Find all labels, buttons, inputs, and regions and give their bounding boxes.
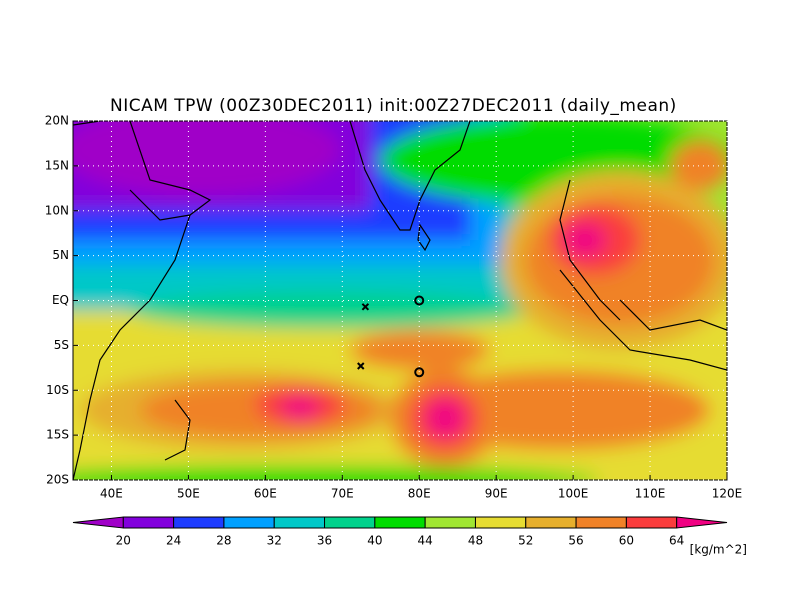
y-tick-label: EQ bbox=[52, 293, 69, 307]
colorbar-segment bbox=[525, 516, 577, 529]
colorbar-units: [kg/m^2] bbox=[690, 543, 747, 557]
x-tick-label: 100E bbox=[558, 487, 589, 501]
colorbar-label: 40 bbox=[367, 534, 382, 548]
storm-marker-o bbox=[414, 295, 425, 306]
colorbar-segment bbox=[575, 516, 627, 529]
colorbar-segment bbox=[72, 516, 124, 529]
colorbar-segment bbox=[173, 516, 225, 529]
y-tick-label: 15N bbox=[45, 158, 69, 172]
x-tick-label: 60E bbox=[254, 487, 277, 501]
colorbar-label: 24 bbox=[166, 534, 181, 548]
colorbar-label: 44 bbox=[418, 534, 433, 548]
colorbar-segment bbox=[122, 516, 175, 529]
x-tick-label: 80E bbox=[408, 487, 431, 501]
x-tick-label: 110E bbox=[635, 487, 666, 501]
y-tick-label: 20S bbox=[46, 473, 69, 487]
colorbar-label: 56 bbox=[568, 534, 583, 548]
chart-title: NICAM TPW (00Z30DEC2011) init:00Z27DEC20… bbox=[110, 96, 677, 116]
colorbar-label: 52 bbox=[518, 534, 533, 548]
y-tick-label: 20N bbox=[45, 114, 69, 128]
x-tick-label: 70E bbox=[331, 487, 354, 501]
y-tick-label: 5N bbox=[52, 248, 69, 262]
colorbar-segment bbox=[474, 516, 527, 529]
y-tick-label: 10S bbox=[46, 383, 69, 397]
colorbar-label: 64 bbox=[669, 534, 684, 548]
y-tick-label: 15S bbox=[46, 428, 69, 442]
x-tick-label: 90E bbox=[485, 487, 508, 501]
x-tick-label: 40E bbox=[100, 487, 123, 501]
colorbar-segment bbox=[223, 516, 275, 529]
colorbar-label: 60 bbox=[619, 534, 634, 548]
y-tick-label: 5S bbox=[54, 338, 69, 352]
colorbar-segment bbox=[676, 516, 728, 529]
tpw-field bbox=[73, 121, 727, 480]
colorbar-label: 48 bbox=[468, 534, 483, 548]
colorbar-segment bbox=[324, 516, 376, 529]
colorbar-segment bbox=[273, 516, 326, 529]
colorbar-label: 20 bbox=[116, 534, 131, 548]
colorbar-label: 36 bbox=[317, 534, 332, 548]
y-tick-label: 10N bbox=[45, 203, 69, 217]
x-tick-label: 120E bbox=[712, 487, 743, 501]
colorbar-segment bbox=[374, 516, 426, 529]
x-tick-label: 50E bbox=[177, 487, 200, 501]
colorbar-label: 28 bbox=[216, 534, 231, 548]
colorbar-segment bbox=[424, 516, 476, 529]
coastline bbox=[73, 121, 727, 480]
storm-marker-x bbox=[357, 362, 365, 370]
storm-marker-o bbox=[414, 367, 425, 378]
colorbar-segment bbox=[625, 516, 678, 529]
colorbar-label: 32 bbox=[267, 534, 282, 548]
storm-marker-x bbox=[361, 303, 370, 311]
